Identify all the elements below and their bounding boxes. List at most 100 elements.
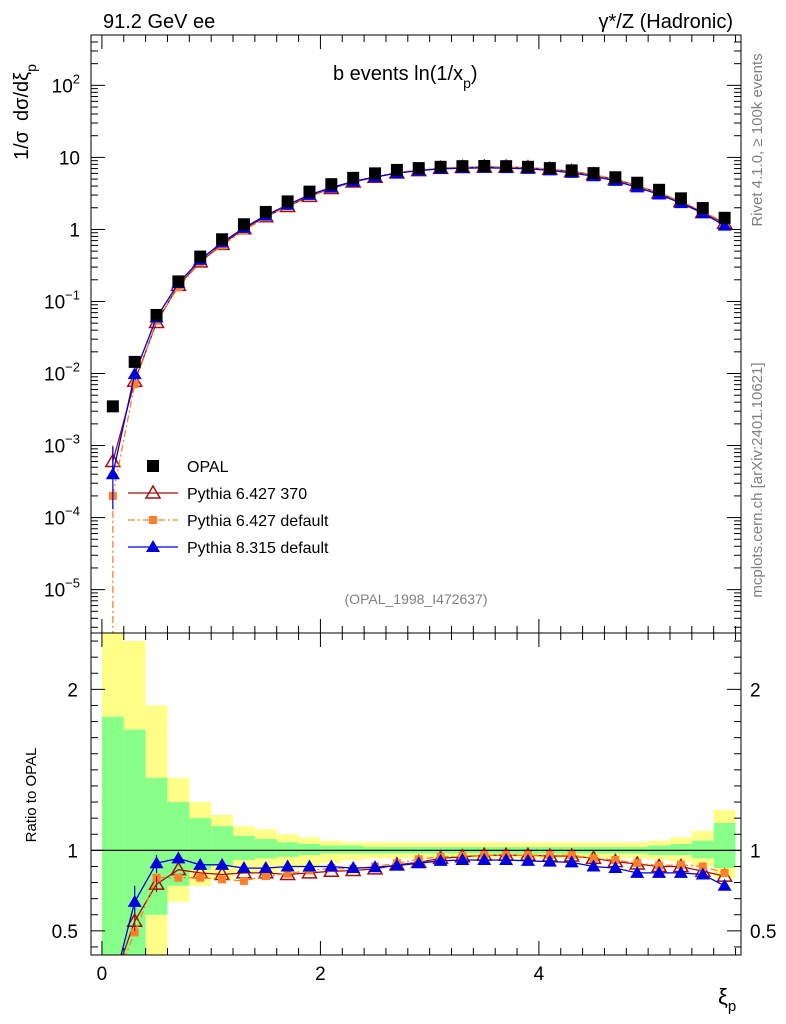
header-process-label: γ*/Z (Hadronic) xyxy=(599,11,733,33)
uncertainty-band-inner xyxy=(233,835,255,861)
main-panel-series xyxy=(104,158,733,633)
data-point xyxy=(369,167,382,180)
data-point xyxy=(128,355,141,368)
main-y-axis-label: 1/σdσ/dξp xyxy=(11,64,39,160)
data-point xyxy=(696,202,709,215)
data-point xyxy=(259,205,272,218)
uncertainty-band-inner xyxy=(189,818,212,870)
data-point xyxy=(611,856,620,865)
data-point xyxy=(631,176,644,189)
data-point xyxy=(194,250,207,263)
data-point xyxy=(171,851,186,864)
uncertainty-band-inner xyxy=(691,840,714,859)
data-point xyxy=(608,861,623,874)
uncertainty-band-inner xyxy=(713,822,736,869)
data-point xyxy=(389,858,404,871)
uncertainty-band-inner xyxy=(669,843,692,856)
legend-label: Pythia 8.315 default xyxy=(187,540,329,557)
data-point xyxy=(150,308,163,321)
data-point xyxy=(520,853,535,866)
data-point xyxy=(456,160,469,173)
uncertainty-band-inner xyxy=(101,716,124,955)
data-point xyxy=(411,856,426,869)
uncertainty-band-inner xyxy=(320,845,343,854)
data-point xyxy=(652,865,667,878)
svg-text:1/σdσ/dξp: 1/σdσ/dξp xyxy=(11,64,39,160)
analysis-id-watermark: (OPAL_1998_I472637) xyxy=(345,591,488,607)
data-point xyxy=(717,218,732,231)
series-line xyxy=(112,166,725,497)
data-point xyxy=(698,862,707,871)
data-point xyxy=(412,162,425,175)
data-point xyxy=(239,876,248,885)
data-point xyxy=(258,861,273,874)
data-point xyxy=(105,467,120,480)
data-point xyxy=(718,211,731,224)
y-tick-label: 10−4 xyxy=(44,504,80,530)
data-point xyxy=(478,159,491,172)
uncertainty-band-inner xyxy=(167,802,190,886)
data-point xyxy=(324,859,339,872)
y-tick-label: 1 xyxy=(69,220,80,241)
data-point xyxy=(196,873,205,882)
ratio-y-axis-label: Ratio to OPAL xyxy=(23,748,40,843)
y-tick-label: 102 xyxy=(52,71,80,97)
data-point xyxy=(477,853,492,866)
y-tick-label: 10−1 xyxy=(44,287,80,313)
y-tick-label: 0.5 xyxy=(52,922,78,943)
data-point xyxy=(521,160,534,173)
data-point xyxy=(609,171,622,184)
data-point xyxy=(130,380,139,389)
y-tick-label-right: 2 xyxy=(750,680,761,701)
legend-marker xyxy=(144,484,162,499)
uncertainty-band-inner xyxy=(211,826,234,865)
data-point xyxy=(633,859,642,868)
data-point xyxy=(567,851,576,860)
data-point xyxy=(303,185,316,198)
y-tick-label-right: 0.5 xyxy=(750,922,776,943)
data-point xyxy=(589,854,598,863)
x-axis-label: ξp xyxy=(718,984,736,1015)
legend-marker xyxy=(147,460,159,472)
legend-marker xyxy=(146,540,160,552)
data-point xyxy=(674,192,687,205)
data-point xyxy=(237,218,250,231)
data-point xyxy=(106,400,119,413)
data-point xyxy=(368,860,383,873)
data-point xyxy=(586,859,601,872)
data-point xyxy=(433,853,448,866)
data-point xyxy=(281,195,294,208)
y-tick-label-right: 1 xyxy=(750,841,761,862)
data-point xyxy=(542,854,557,867)
y-tick-label: 1 xyxy=(67,841,78,862)
mcplots-reference-label: mcplots.cern.ch [arXiv:2401.10621] xyxy=(749,362,766,597)
uncertainty-band-inner xyxy=(276,842,299,857)
data-point xyxy=(630,865,645,878)
uncertainty-band-inner xyxy=(145,777,168,915)
ratio-panel-series xyxy=(120,846,733,955)
legend-marker xyxy=(149,516,157,524)
data-point xyxy=(346,861,361,874)
legend-label: Pythia 6.427 370 xyxy=(187,486,307,503)
data-point xyxy=(720,868,729,877)
ratio-uncertainty-bands xyxy=(91,633,741,955)
data-point xyxy=(455,853,470,866)
data-point xyxy=(172,275,185,288)
x-tick-label: 0 xyxy=(97,964,108,985)
series-line xyxy=(112,167,725,475)
data-point xyxy=(216,233,229,246)
x-tick-label: 4 xyxy=(534,964,545,985)
y-tick-label: 10−3 xyxy=(44,432,80,458)
uncertainty-band-inner xyxy=(342,845,365,854)
data-point xyxy=(325,178,338,191)
data-point xyxy=(676,860,685,869)
header-energy-label: 91.2 GeV ee xyxy=(103,11,215,33)
data-point xyxy=(565,164,578,177)
legend-label: Pythia 6.427 default xyxy=(187,513,329,530)
ratio-panel-ticks: 0.5 0.5 1 1 2 2 0 2 4 xyxy=(52,633,776,985)
data-point xyxy=(302,859,317,872)
main-chart-title: b events ln(1/xp) xyxy=(333,63,478,91)
x-tick-label: 2 xyxy=(315,964,326,985)
legend: OPAL Pythia 6.427 370 Pythia 6.427 default… xyxy=(128,459,329,557)
